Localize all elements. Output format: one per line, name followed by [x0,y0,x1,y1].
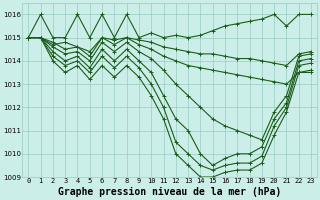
X-axis label: Graphe pression niveau de la mer (hPa): Graphe pression niveau de la mer (hPa) [58,187,281,197]
